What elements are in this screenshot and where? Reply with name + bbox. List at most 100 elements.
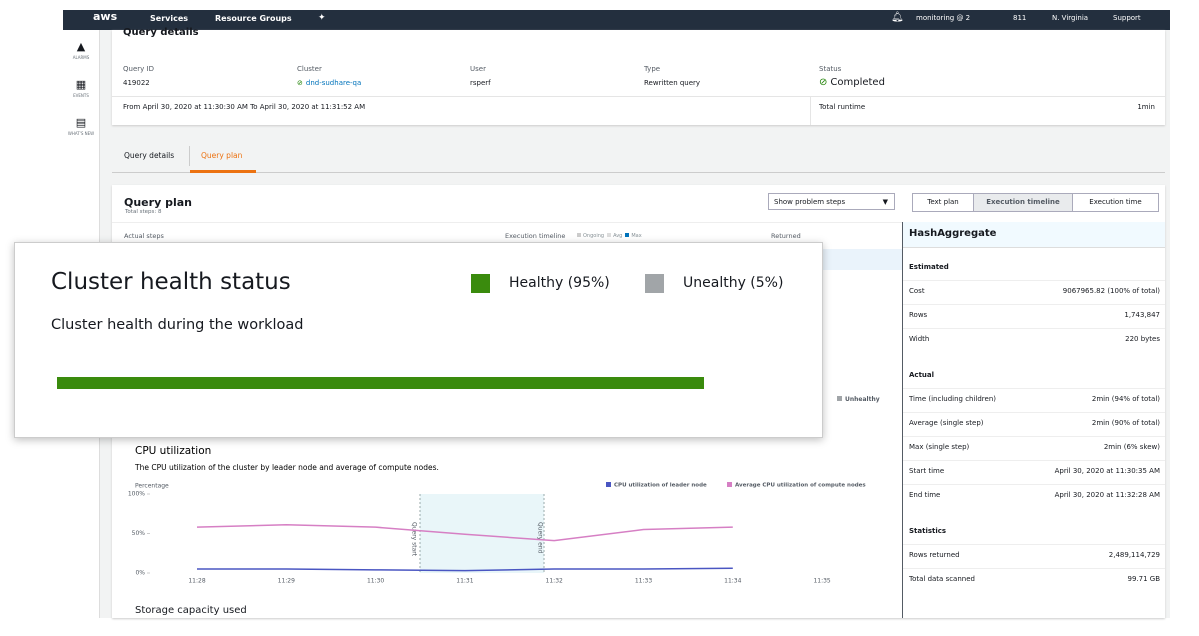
field-value: 419022 [123,79,150,87]
x-tick-label: 11:35 [813,578,830,585]
divider [112,222,903,223]
row-value: 99.71 GB [1127,575,1161,583]
divider [810,96,811,125]
pin-icon[interactable]: ✦ [318,13,326,23]
services-menu[interactable]: Services [150,14,189,23]
row-divider [903,388,1165,389]
row-value: April 30, 2020 at 11:30:35 AM [1054,467,1160,475]
tab[interactable]: Query details [124,151,175,160]
problem-steps-dropdown[interactable]: Show problem steps ▼ [768,193,895,210]
bell-icon[interactable]: 🔔︎ [891,12,904,23]
query-details-card: Query details From April 30, 2020 at 11:… [112,27,1165,125]
row-label: Average (single step) [909,419,984,427]
chart-title: CPU utilization [135,445,211,457]
field-label: User [470,65,486,73]
legend-swatch [606,482,611,487]
series-line [196,524,733,542]
sidebar-label: EVENTS [73,93,89,98]
row-divider [903,544,1165,545]
region-menu[interactable]: N. Virginia [1052,14,1089,22]
y-tick-label: 50% [132,530,146,537]
sidebar-icon[interactable]: ▤ [75,116,87,129]
row-divider [903,436,1165,437]
hint-text: Unhealthy [845,396,880,403]
detail-header [903,222,1165,248]
time-range: From April 30, 2020 at 11:30:30 AM To Ap… [123,103,366,111]
panel-divider [902,222,903,618]
support-menu[interactable]: Support [1113,14,1141,22]
sidebar-icon[interactable]: ▦ [75,78,87,91]
annotation: Query end [537,522,544,554]
legend-text: Avg [613,233,623,239]
section-heading: Estimated [909,263,949,271]
row-label: Width [909,335,930,343]
row-value: 2min (94% of total) [1091,395,1160,403]
row-divider [903,280,1165,281]
runtime-value: 1min [1137,103,1155,111]
field-value: rsperf [470,79,491,87]
tab-active[interactable]: Query plan [201,151,243,160]
section-heading: Statistics [909,527,947,535]
legend-swatch [607,233,612,237]
x-tick-label: 11:29 [278,578,295,585]
row-value: 2,489,114,729 [1108,551,1160,559]
legend-swatch [577,233,581,237]
value-text: rsperf [470,79,491,87]
row-value: 220 bytes [1125,335,1160,343]
x-tick-label: 11:28 [188,578,205,585]
health-bar [57,377,704,389]
account-id[interactable]: 811 [1013,14,1027,22]
row-label: End time [909,491,941,499]
field-value: ⊘ Completed [819,77,885,88]
tab-underline [190,170,256,173]
column-header: Execution timeline [505,232,566,240]
sidebar-icon[interactable]: ▲ [76,40,86,53]
view-button[interactable]: Execution time [1072,194,1158,211]
dropdown-caret: ▼ [882,198,888,206]
row-label: Max (single step) [909,443,970,451]
view-switcher: Text plan Execution timeline Execution tim… [912,193,1159,212]
card-title: Query details [123,27,199,38]
row-divider [903,304,1165,305]
card-title: Cluster health status [51,269,291,295]
field-value: ⊘ dnd-sudhare-qa [297,79,361,87]
field-label: Status [819,65,842,73]
x-tick-label: 11:32 [546,578,563,585]
legend-swatch [645,274,664,293]
legend-swatch [471,274,490,293]
query-window [420,494,544,573]
value-text[interactable]: dnd-sudhare-qa [305,79,362,87]
card-subtitle: Cluster health during the workload [51,317,304,333]
status-icon: ⊘ [297,79,303,87]
annotation: Query start [411,522,418,557]
panel-title: Query plan [124,196,192,209]
divider [112,96,1165,97]
tab-line [112,172,1165,173]
legend-swatch [625,233,630,237]
row-divider [903,460,1165,461]
resource-groups-menu[interactable]: Resource Groups [215,14,292,23]
row-divider [903,328,1165,329]
field-label: Cluster [297,65,322,73]
legend-text: Ongoing [583,233,605,239]
tab-separator [189,146,190,166]
hint-swatch [837,396,842,401]
value-text: Completed [830,77,885,88]
column-header: Returned [771,232,801,240]
row-label: Rows returned [909,551,960,559]
timeline-legend: Ongoing Avg Max [574,233,642,239]
row-value: 2min (6% skew) [1103,443,1160,451]
y-axis-label: Percentage [135,483,169,490]
logo[interactable]: aws [93,10,118,23]
y-tick-label: 0% [135,570,145,577]
status-icon: ⊘ [819,77,828,88]
row-divider [903,484,1165,485]
row-label: Cost [909,287,925,295]
view-button[interactable]: Text plan [927,198,959,206]
account-menu[interactable]: monitoring @ 2 [916,14,971,22]
view-button[interactable]: Execution timeline [973,194,1072,211]
runtime-label: Total runtime [819,103,866,111]
legend-label: Unealthy (5%) [683,275,784,291]
